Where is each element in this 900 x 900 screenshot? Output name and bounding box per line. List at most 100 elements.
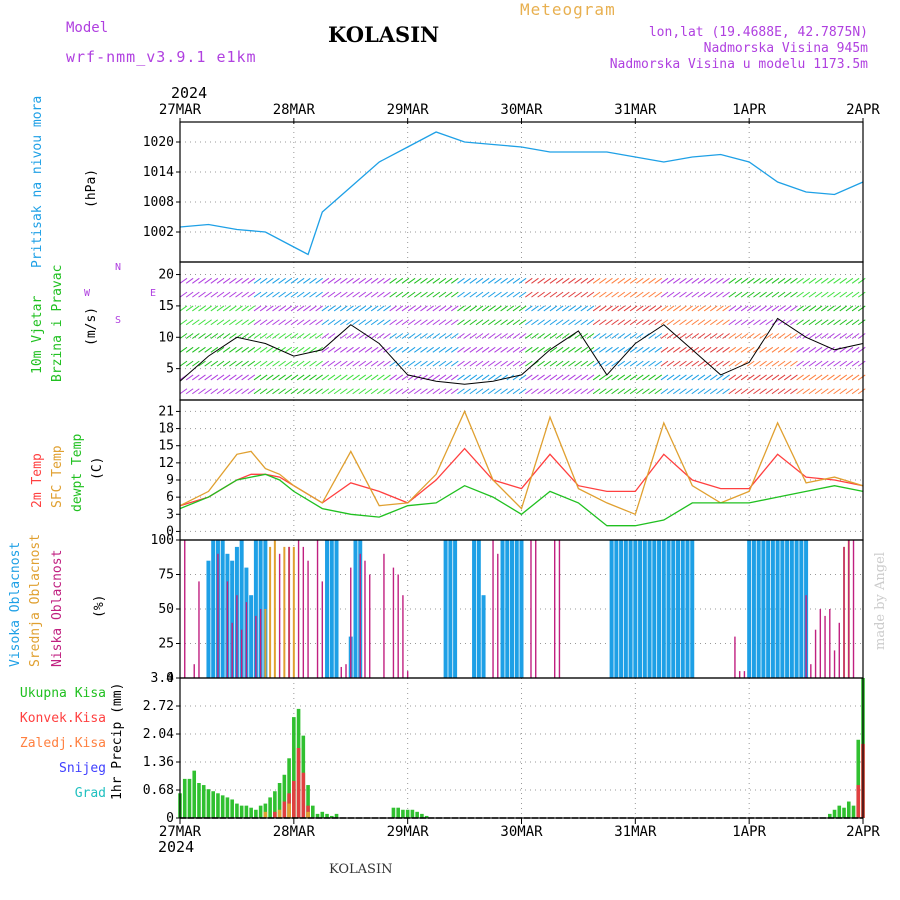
- wind-barb: [204, 360, 212, 367]
- wind-barb: [783, 374, 792, 381]
- wind-barb: [235, 305, 243, 312]
- y-tick-label: 25: [158, 637, 174, 652]
- wind-barb: [808, 277, 817, 284]
- wind-barb: [346, 346, 354, 353]
- wind-barb: [839, 388, 848, 395]
- wind-barb: [666, 305, 675, 312]
- precip-bar: [329, 815, 334, 818]
- wind-barb: [352, 374, 360, 381]
- wind-barb: [278, 388, 286, 395]
- wind-barb: [303, 305, 311, 312]
- wind-barb: [592, 277, 601, 284]
- wind-barb: [654, 360, 663, 367]
- wind-barb: [432, 333, 441, 339]
- wind-barb: [469, 374, 478, 381]
- wind-barb: [790, 360, 798, 367]
- cloud-bar: [329, 540, 334, 678]
- precip-bar: [325, 813, 329, 818]
- wind-barb: [722, 360, 730, 367]
- wind-barb: [272, 277, 280, 284]
- date-label-top: 2APR: [846, 102, 880, 118]
- wind-barb: [303, 374, 311, 381]
- wind-barb: [629, 305, 638, 312]
- wind-barb: [808, 319, 817, 326]
- wind-barb: [481, 291, 490, 298]
- precip-bar: [306, 785, 310, 818]
- wind-barb: [481, 360, 490, 367]
- wind-barb: [370, 360, 379, 367]
- wind-barb: [266, 319, 274, 326]
- precip-bar: [832, 809, 837, 818]
- wind-barb: [697, 374, 706, 381]
- wind-barb: [241, 319, 249, 326]
- wind-barb: [494, 305, 502, 312]
- wind-barb: [740, 388, 749, 395]
- precip-unit: 1hr Precip (mm): [110, 682, 125, 800]
- wind-barb: [222, 277, 231, 284]
- wind-barb: [685, 319, 693, 326]
- wind-barb: [586, 333, 595, 339]
- wind-barb: [192, 305, 200, 312]
- wind-barb: [617, 305, 626, 312]
- wind-barb: [463, 305, 471, 312]
- wind-barb: [703, 388, 712, 395]
- wind-barb: [580, 346, 589, 353]
- wind-barb: [759, 305, 767, 312]
- wind-barb: [210, 305, 219, 312]
- wind-barb: [290, 291, 299, 298]
- wind-barb: [839, 346, 848, 353]
- wind-barb: [537, 277, 545, 284]
- wind-barb: [506, 277, 515, 284]
- wind-barb: [808, 346, 817, 353]
- cloud-bar: [193, 664, 195, 678]
- wind-barb: [537, 305, 545, 312]
- wind-barb: [296, 360, 305, 367]
- wind-barb: [204, 346, 212, 353]
- wind-barb: [716, 360, 724, 367]
- wind-barb: [229, 346, 237, 353]
- wind-barb: [444, 346, 453, 353]
- wind-barb: [512, 291, 521, 298]
- wind-barb: [827, 360, 835, 367]
- wind-barb: [506, 291, 515, 298]
- wind-barb: [229, 277, 237, 284]
- cloud-bar: [609, 540, 614, 678]
- wind-barb: [802, 388, 811, 395]
- cloud-bar: [472, 540, 477, 678]
- precip-bar: [296, 748, 301, 818]
- cloud-bar: [364, 560, 366, 678]
- wind-barb: [451, 319, 459, 326]
- wind-barb: [364, 388, 373, 395]
- wind-barb: [290, 333, 299, 339]
- precip-bar: [856, 785, 861, 818]
- wind-barb: [592, 291, 601, 298]
- wind-barb: [463, 319, 471, 326]
- wind-barb: [426, 388, 434, 395]
- cloud-bar: [406, 671, 409, 678]
- wind-barb: [716, 305, 724, 312]
- wind-barb: [192, 346, 200, 353]
- wind-barb: [635, 374, 644, 381]
- wind-barb: [401, 360, 410, 367]
- wind-barb: [253, 374, 262, 381]
- wind-barb: [561, 374, 570, 381]
- wind-barb: [814, 346, 823, 353]
- wind-barb: [377, 277, 385, 284]
- wind-barb: [481, 333, 490, 339]
- wind-barb: [500, 305, 508, 312]
- precip-bar: [415, 811, 419, 818]
- precip-bar: [220, 795, 225, 818]
- wind-barb: [839, 374, 848, 381]
- precip-label-c: Zaledj.Kisa: [19, 736, 106, 751]
- wind-barb: [377, 319, 385, 326]
- wind-barb: [333, 360, 342, 367]
- wind-barb: [488, 291, 496, 298]
- wind-barb: [272, 333, 280, 339]
- wind-barb: [617, 277, 626, 284]
- wind-barb: [333, 388, 342, 395]
- cloud-bar: [814, 629, 817, 678]
- wind-barb: [814, 333, 823, 339]
- wind-barb: [420, 388, 428, 395]
- wind-barb: [592, 305, 601, 312]
- cloud-bar: [799, 540, 804, 678]
